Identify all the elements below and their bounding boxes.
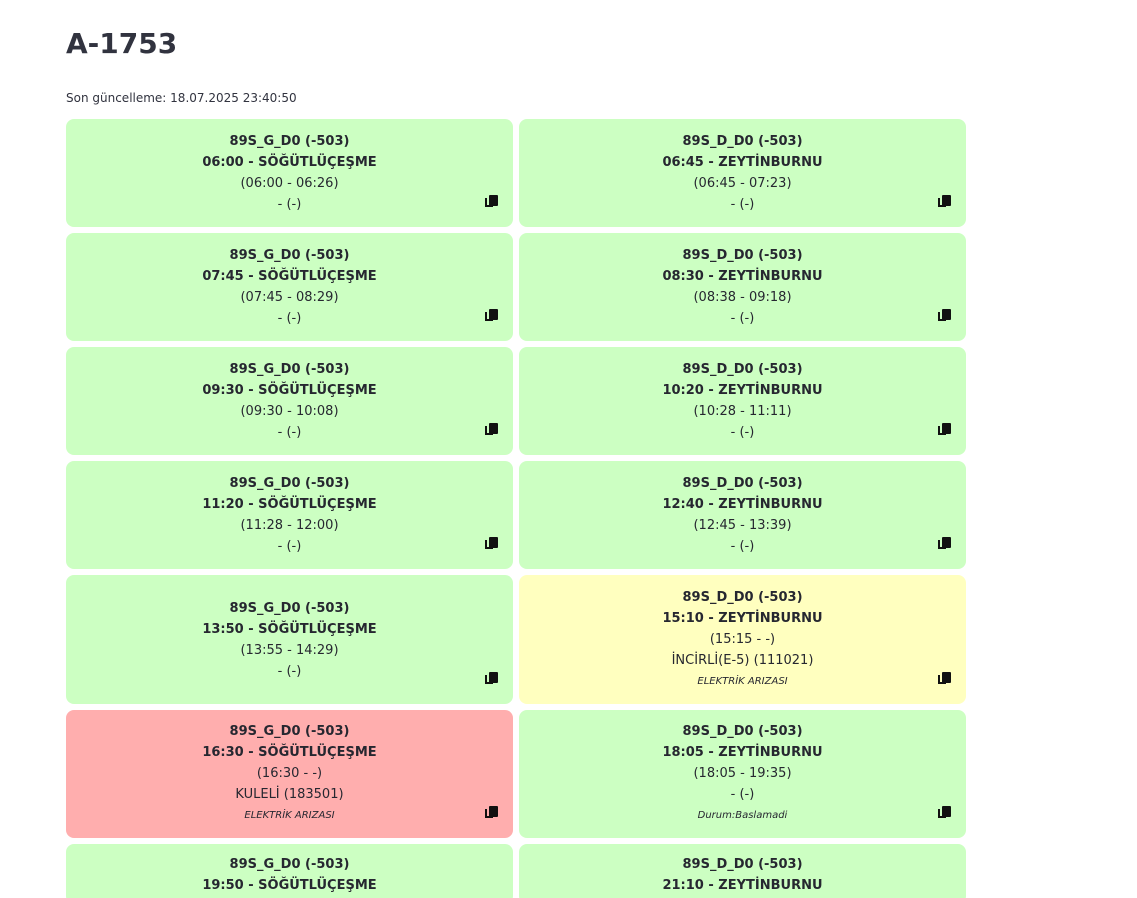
trip-card: 89S_G_D0 (-503) 16:30 - SÖĞÜTLÜÇEŞME (16:3… [66,710,513,838]
trip-departure: 15:10 - ZEYTİNBURNU [662,610,823,626]
trip-time-range: (16:30 - -) [256,766,323,781]
trip-departure: 09:30 - SÖĞÜTLÜÇEŞME [202,383,377,398]
trip-time-range: (13:55 - 14:29) [240,642,339,658]
copy-icon[interactable] [938,537,952,551]
trip-time-range: (08:38 - 09:18) [693,290,792,305]
trip-card: 89S_D_D0 (-503) 10:20 - ZEYTİNBURNU (10:28… [519,347,966,455]
trip-location: - (-) [730,787,755,802]
trip-route-code: 89S_G_D0 (-503) [229,857,350,872]
trip-location: - (-) [277,539,302,554]
copy-icon[interactable] [938,195,952,209]
trip-route-code: 89S_D_D0 (-503) [682,724,803,739]
trip-location: - (-) [277,197,302,212]
trip-location: - (-) [277,663,302,679]
trip-departure: 06:00 - SÖĞÜTLÜÇEŞME [202,155,377,170]
trip-status-note: ELEKTRİK ARIZASI [697,675,788,687]
trip-route-code: 89S_D_D0 (-503) [682,476,803,491]
trip-time-range: (10:28 - 11:11) [693,404,792,419]
trip-departure: 19:50 - SÖĞÜTLÜÇEŞME [202,878,377,893]
trip-card: 89S_D_D0 (-503) 12:40 - ZEYTİNBURNU (12:45… [519,461,966,569]
trip-time-range: (06:00 - 06:26) [240,176,339,191]
trip-route-code: 89S_D_D0 (-503) [682,248,803,263]
trip-card: 89S_G_D0 (-503) 06:00 - SÖĞÜTLÜÇEŞME (06:0… [66,119,513,227]
trip-time-range: (06:45 - 07:23) [693,176,792,191]
copy-icon[interactable] [938,672,952,686]
trip-departure: 21:10 - ZEYTİNBURNU [662,878,823,893]
trip-route-code: 89S_D_D0 (-503) [682,134,803,149]
trip-location: - (-) [730,197,755,212]
trip-location: - (-) [277,425,302,440]
trip-route-code: 89S_D_D0 (-503) [682,362,803,377]
trip-card: 89S_G_D0 (-503) 11:20 - SÖĞÜTLÜÇEŞME (11:2… [66,461,513,569]
trip-location: - (-) [277,311,302,326]
trip-location: - (-) [730,539,755,554]
trip-time-range: (11:28 - 12:00) [240,518,339,533]
trip-route-code: 89S_G_D0 (-503) [229,248,350,263]
copy-icon[interactable] [485,806,499,820]
copy-icon[interactable] [938,423,952,437]
trip-card: 89S_G_D0 (-503) 07:45 - SÖĞÜTLÜÇEŞME (07:4… [66,233,513,341]
trip-departure: 07:45 - SÖĞÜTLÜÇEŞME [202,269,377,284]
copy-icon[interactable] [485,537,499,551]
copy-icon[interactable] [938,806,952,820]
trip-card: 89S_D_D0 (-503) 15:10 - ZEYTİNBURNU (15:15… [519,575,966,704]
trip-departure: 18:05 - ZEYTİNBURNU [662,745,823,760]
trip-route-code: 89S_G_D0 (-503) [229,724,350,739]
trip-card: 89S_G_D0 (-503) 19:50 - SÖĞÜTLÜÇEŞME [66,844,513,898]
trip-departure: 08:30 - ZEYTİNBURNU [662,269,823,284]
trip-route-code: 89S_G_D0 (-503) [229,134,350,149]
trip-time-range: (18:05 - 19:35) [693,766,792,781]
trip-departure: 10:20 - ZEYTİNBURNU [662,383,823,398]
trip-card: 89S_D_D0 (-503) 18:05 - ZEYTİNBURNU (18:05… [519,710,966,838]
trip-card: 89S_G_D0 (-503) 13:50 - SÖĞÜTLÜÇEŞME (13:5… [66,575,513,704]
trip-time-range: (07:45 - 08:29) [240,290,339,305]
trip-status-note: Durum:Baslamadi [697,810,788,821]
trip-time-range: (09:30 - 10:08) [240,404,339,419]
trip-time-range: (15:15 - -) [709,631,776,647]
trip-departure: 11:20 - SÖĞÜTLÜÇEŞME [202,497,377,512]
trip-location: İNCİRLİ(E-5) (111021) [671,652,814,668]
trip-departure: 16:30 - SÖĞÜTLÜÇEŞME [202,745,377,760]
trip-card: 89S_D_D0 (-503) 21:10 - ZEYTİNBURNU [519,844,966,898]
copy-icon[interactable] [485,309,499,323]
trip-location: KULELİ (183501) [235,787,344,802]
trip-grid: 89S_G_D0 (-503) 06:00 - SÖĞÜTLÜÇEŞME (06:0… [66,119,966,898]
trip-route-code: 89S_G_D0 (-503) [229,600,350,616]
trip-card: 89S_D_D0 (-503) 08:30 - ZEYTİNBURNU (08:38… [519,233,966,341]
copy-icon[interactable] [485,672,499,686]
trip-card: 89S_G_D0 (-503) 09:30 - SÖĞÜTLÜÇEŞME (09:3… [66,347,513,455]
trip-route-code: 89S_D_D0 (-503) [682,589,803,605]
trip-card: 89S_D_D0 (-503) 06:45 - ZEYTİNBURNU (06:45… [519,119,966,227]
trip-route-code: 89S_G_D0 (-503) [229,476,350,491]
copy-icon[interactable] [485,423,499,437]
copy-icon[interactable] [485,195,499,209]
trip-departure: 12:40 - ZEYTİNBURNU [662,497,823,512]
trip-location: - (-) [730,425,755,440]
trip-time-range: (12:45 - 13:39) [693,518,792,533]
copy-icon[interactable] [938,309,952,323]
page-title: A-1753 [66,27,178,60]
trip-departure: 06:45 - ZEYTİNBURNU [662,155,823,170]
trip-route-code: 89S_D_D0 (-503) [682,857,803,872]
trip-location: - (-) [730,311,755,326]
trip-status-note: ELEKTRİK ARIZASI [244,810,335,821]
trip-route-code: 89S_G_D0 (-503) [229,362,350,377]
last-updated: Son güncelleme: 18.07.2025 23:40:50 [66,91,297,105]
trip-departure: 13:50 - SÖĞÜTLÜÇEŞME [202,621,377,637]
